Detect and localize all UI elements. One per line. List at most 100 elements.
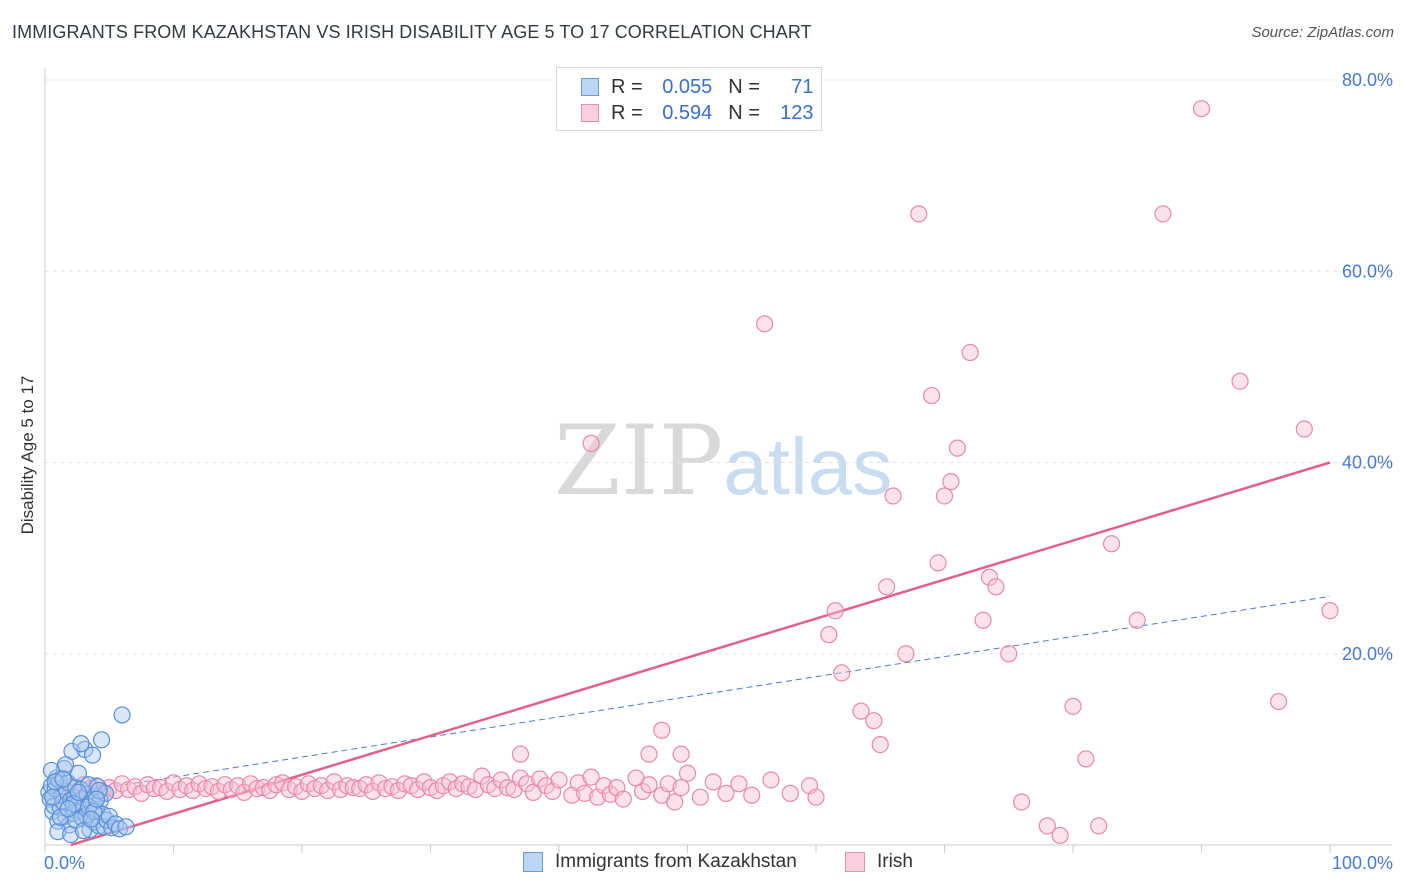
kazakhstan-point-51	[117, 818, 135, 836]
y-tick-label-2: 60.0%	[1342, 261, 1393, 281]
kazakhstan-points	[40, 706, 135, 844]
irish-point-106	[672, 745, 690, 763]
irish-point-74	[531, 770, 549, 788]
correlation-legend: R = 0.055 N = 71 R = 0.594 N = 123	[556, 67, 822, 131]
irish-point-110	[820, 626, 838, 644]
y-tick-label-0: 20.0%	[1342, 644, 1393, 664]
kazakhstan-point-34	[83, 746, 102, 764]
y-tick-label-1: 40.0%	[1342, 453, 1393, 473]
irish-point-109	[833, 664, 851, 682]
irish-point-84	[601, 785, 620, 803]
irish-point-45	[344, 779, 362, 797]
irish-point-128	[1012, 793, 1031, 811]
grid	[45, 79, 1392, 655]
irish-point-49	[370, 774, 388, 792]
kazakhstan-point-68	[82, 810, 100, 828]
kazakhstan-trend-line	[44, 595, 1331, 798]
legend-n-value: 123	[780, 101, 814, 124]
x-tick-label-1: 100.0%	[1332, 853, 1393, 873]
irish-point-131	[1064, 697, 1082, 715]
irish-point-113	[871, 735, 889, 754]
irish-point-77	[550, 771, 568, 789]
tick-labels: 20.0% 40.0% 60.0% 80.0% 0.0% 100.0%	[44, 70, 1393, 873]
irish-point-11	[126, 778, 144, 796]
irish-point-112	[865, 712, 883, 730]
irish-point-133	[1090, 817, 1108, 835]
irish-point-135	[1128, 611, 1146, 629]
irish-point-101	[781, 784, 799, 802]
irish-point-50	[376, 779, 395, 798]
irish-point-33	[267, 776, 285, 794]
irish-point-44	[338, 777, 356, 795]
legend-swatch-pink	[845, 852, 865, 872]
irish-point-138	[1231, 372, 1249, 390]
irish-point-88	[633, 782, 652, 801]
irish-point-132	[1077, 750, 1095, 768]
legend-n-label: N =	[728, 101, 760, 124]
irish-point-134	[1102, 535, 1121, 553]
irish-point-125	[980, 568, 999, 586]
irish-point-24	[209, 782, 228, 801]
x-tick-label-0: 0.0%	[44, 853, 85, 873]
irish-point-140	[1295, 420, 1313, 438]
irish-point-20	[184, 781, 202, 800]
irish-point-129	[1038, 817, 1056, 835]
irish-point-114	[878, 578, 896, 596]
irish-point-86	[614, 790, 632, 808]
irish-point-91	[659, 775, 677, 793]
legend-r-value: 0.055	[662, 75, 713, 98]
irish-point-111	[852, 702, 870, 720]
irish-point-52	[389, 781, 407, 800]
irish-point-81	[582, 768, 600, 786]
kazakhstan-point-64	[44, 788, 62, 806]
irish-point-93	[672, 779, 690, 797]
irish-point-94	[678, 764, 697, 782]
legend-swatch-blue	[581, 78, 599, 96]
irish-point-12	[132, 784, 150, 802]
kazakhstan-point-23	[69, 764, 88, 782]
source-label: Source: ZipAtlas.com	[1251, 24, 1394, 41]
irish-point-30	[248, 779, 266, 798]
legend-item-irish: Irish	[845, 851, 913, 873]
chart-title: IMMIGRANTS FROM KAZAKHSTAN VS IRISH DISA…	[12, 22, 812, 42]
irish-point-100	[762, 771, 780, 789]
irish-point-120	[935, 487, 954, 505]
y-axis-label: Disability Age 5 to 17	[18, 376, 37, 535]
irish-point-72	[518, 775, 536, 793]
irish-point-136	[1154, 205, 1172, 223]
irish-point-121	[942, 473, 960, 491]
irish-point-22	[197, 779, 215, 798]
kazakhstan-point-59	[72, 735, 90, 753]
irish-point-115	[884, 487, 902, 505]
irish-point-108	[826, 602, 844, 620]
irish-point-69	[499, 779, 517, 797]
irish-point-16	[158, 782, 176, 801]
irish-point-122	[948, 439, 966, 457]
legend-r-label: R =	[611, 101, 643, 124]
kazakhstan-point-54	[49, 823, 67, 841]
irish-point-139	[1269, 692, 1288, 711]
legend-item-kazakhstan: Immigrants from Kazakhstan	[523, 851, 797, 873]
legend-row-irish: R = 0.594 N = 123	[581, 100, 814, 126]
kazakhstan-point-70	[59, 800, 77, 818]
irish-point-126	[987, 578, 1005, 596]
irish-point-80	[576, 784, 594, 802]
irish-point-123	[961, 343, 979, 362]
axes	[44, 68, 1392, 853]
irish-point-60	[441, 773, 459, 791]
irish-point-17	[164, 774, 183, 792]
irish-point-124	[974, 611, 992, 629]
irish-point-142	[582, 434, 600, 452]
irish-point-130	[1051, 826, 1069, 845]
irish-point-9	[113, 775, 131, 793]
kazakhstan-point-50	[113, 706, 131, 724]
kazakhstan-point-69	[87, 790, 106, 808]
irish-point-118	[923, 386, 941, 405]
irish-point-97	[717, 784, 735, 802]
irish-point-95	[691, 788, 709, 806]
legend-n-value: 71	[791, 75, 814, 98]
kazakhstan-point-65	[54, 770, 72, 788]
kazakhstan-point-41	[92, 731, 111, 749]
legend-r-label: R =	[611, 75, 643, 98]
